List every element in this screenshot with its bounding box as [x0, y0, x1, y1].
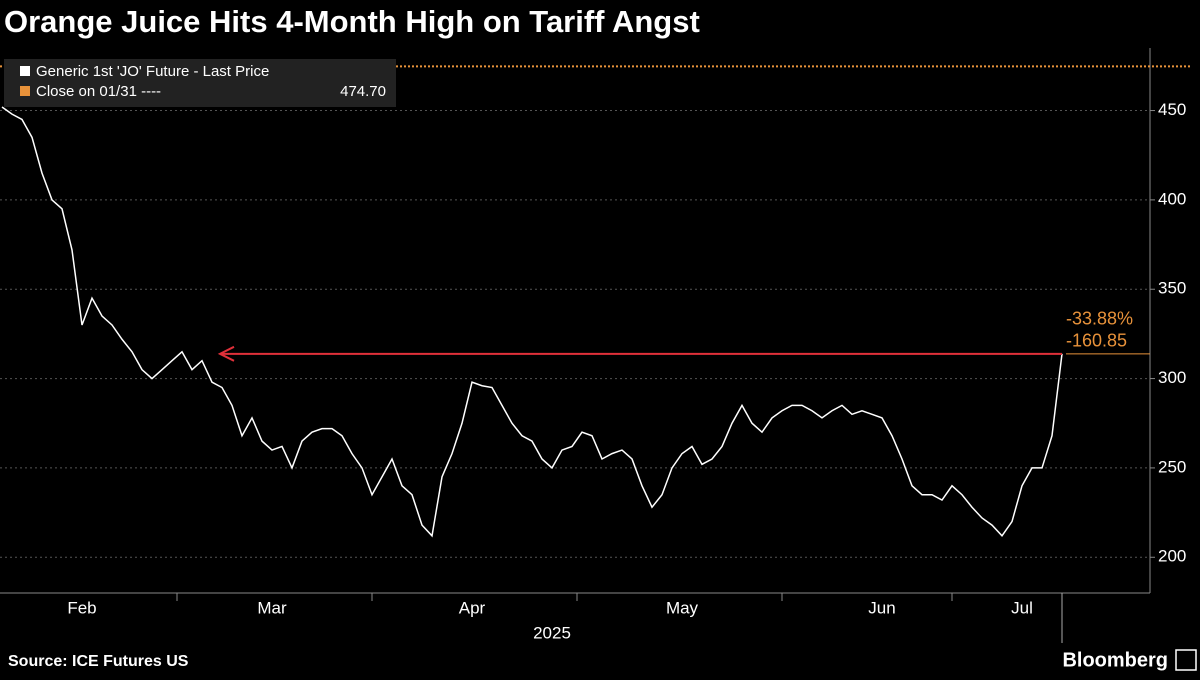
legend-box [4, 59, 396, 107]
price-line [1, 106, 1063, 538]
annotation: -33.88% [1066, 309, 1133, 329]
x-tick-label: May [666, 598, 699, 617]
y-tick-label: 250 [1158, 457, 1186, 476]
y-tick-label: 200 [1158, 547, 1186, 566]
legend-label: Close on 01/31 ---- [36, 83, 161, 100]
brand: Bloomberg [1062, 649, 1168, 671]
y-tick-label: 300 [1158, 368, 1186, 387]
x-tick-label: Apr [459, 598, 486, 617]
source: Source: ICE Futures US [8, 653, 189, 670]
x-tick-label: Jul [1011, 598, 1033, 617]
chart-title: Orange Juice Hits 4-Month High on Tariff… [4, 4, 700, 39]
arrow-head [217, 345, 235, 362]
legend-swatch [20, 66, 30, 76]
legend-swatch [20, 86, 30, 96]
x-tick-label: Mar [257, 598, 287, 617]
legend-value: 474.70 [340, 83, 386, 100]
x-tick-label: Jun [868, 598, 895, 617]
x-tick-label: Feb [67, 598, 96, 617]
annotation: -160.85 [1066, 331, 1127, 351]
y-tick-label: 400 [1158, 189, 1186, 208]
brand-icon [1175, 649, 1197, 671]
legend-label: Generic 1st 'JO' Future - Last Price [36, 63, 269, 80]
y-tick-label: 450 [1158, 100, 1186, 119]
y-tick-label: 350 [1158, 279, 1186, 298]
x-axis-label: 2025 [533, 623, 571, 642]
